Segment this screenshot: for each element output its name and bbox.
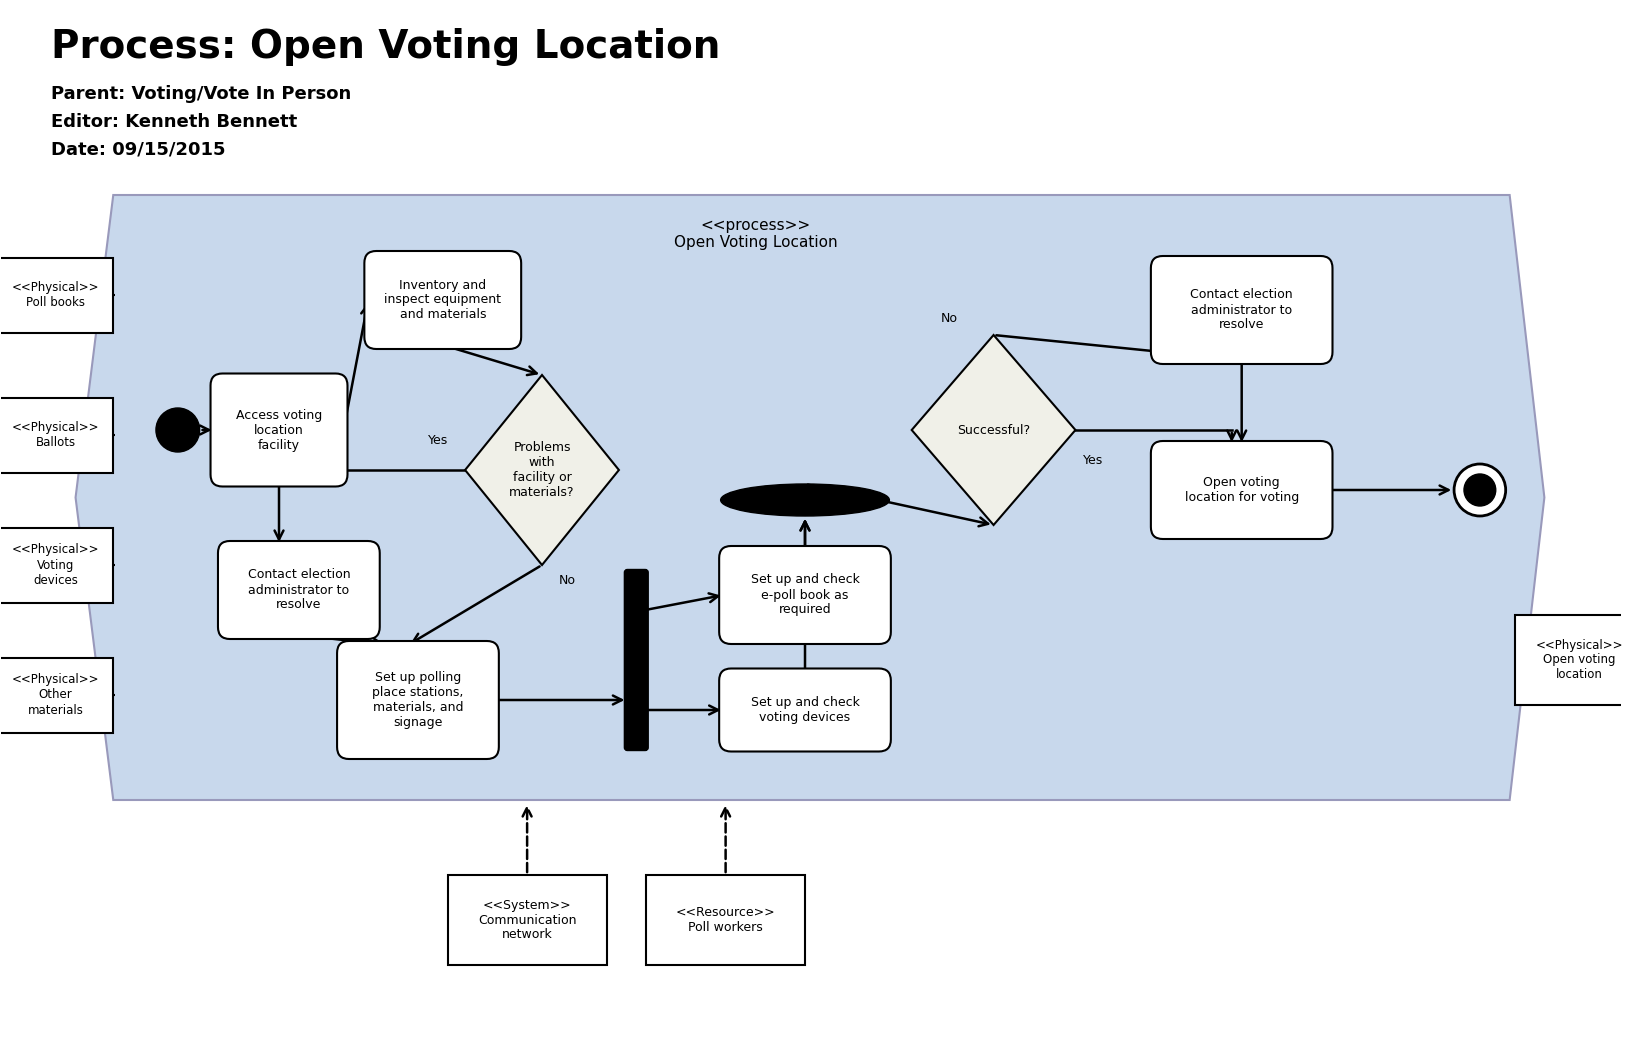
Text: <<Physical>>
Other
materials: <<Physical>> Other materials: [11, 674, 100, 717]
Text: Parent: Voting/Vote In Person: Parent: Voting/Vote In Person: [51, 84, 351, 103]
FancyBboxPatch shape: [211, 374, 348, 487]
Polygon shape: [465, 375, 619, 565]
FancyBboxPatch shape: [720, 546, 891, 644]
Text: Inventory and
inspect equipment
and materials: Inventory and inspect equipment and mate…: [384, 279, 501, 321]
Text: Yes: Yes: [428, 434, 447, 447]
Bar: [447, 875, 607, 965]
Text: Process: Open Voting Location: Process: Open Voting Location: [51, 29, 720, 65]
Circle shape: [1464, 474, 1497, 506]
Ellipse shape: [721, 484, 889, 516]
Text: Contact election
administrator to
resolve: Contact election administrator to resolv…: [248, 568, 351, 611]
Text: Open voting
location for voting: Open voting location for voting: [1185, 476, 1299, 504]
Bar: [1514, 615, 1632, 705]
FancyBboxPatch shape: [364, 251, 521, 348]
FancyBboxPatch shape: [1151, 441, 1332, 539]
Text: Yes: Yes: [1082, 453, 1103, 467]
Bar: [0, 397, 113, 472]
Polygon shape: [912, 335, 1075, 525]
FancyBboxPatch shape: [1151, 256, 1332, 364]
FancyBboxPatch shape: [338, 641, 499, 759]
Text: Set up polling
place stations,
materials, and
signage: Set up polling place stations, materials…: [372, 671, 463, 729]
Text: No: No: [940, 312, 958, 324]
Circle shape: [157, 408, 199, 452]
Text: Editor: Kenneth Bennett: Editor: Kenneth Bennett: [51, 113, 297, 131]
FancyBboxPatch shape: [219, 541, 380, 639]
Text: Successful?: Successful?: [956, 423, 1030, 436]
Text: Access voting
location
facility: Access voting location facility: [237, 409, 322, 452]
Bar: [646, 875, 805, 965]
Text: <<System>>
Communication
network: <<System>> Communication network: [478, 899, 576, 942]
Text: No: No: [558, 573, 576, 586]
Text: Contact election
administrator to
resolve: Contact election administrator to resolv…: [1190, 288, 1293, 332]
FancyBboxPatch shape: [720, 668, 891, 752]
Text: <<Physical>>
Open voting
location: <<Physical>> Open voting location: [1536, 639, 1622, 681]
Text: Set up and check
e-poll book as
required: Set up and check e-poll book as required: [751, 573, 860, 617]
Text: Problems
with
facility or
materials?: Problems with facility or materials?: [509, 441, 574, 499]
FancyBboxPatch shape: [625, 569, 648, 751]
Text: <<Physical>>
Voting
devices: <<Physical>> Voting devices: [11, 544, 100, 586]
Text: <<process>>
Open Voting Location: <<process>> Open Voting Location: [674, 218, 837, 250]
Text: <<Resource>>
Poll workers: <<Resource>> Poll workers: [676, 906, 775, 934]
Text: Set up and check
voting devices: Set up and check voting devices: [751, 696, 860, 724]
Bar: [0, 528, 113, 603]
Polygon shape: [75, 195, 1544, 800]
Text: Date: 09/15/2015: Date: 09/15/2015: [51, 142, 225, 159]
Circle shape: [1454, 464, 1506, 516]
Text: <<Physical>>
Ballots: <<Physical>> Ballots: [11, 421, 100, 449]
Bar: [0, 658, 113, 733]
Text: <<Physical>>
Poll books: <<Physical>> Poll books: [11, 281, 100, 309]
Bar: [0, 258, 113, 333]
